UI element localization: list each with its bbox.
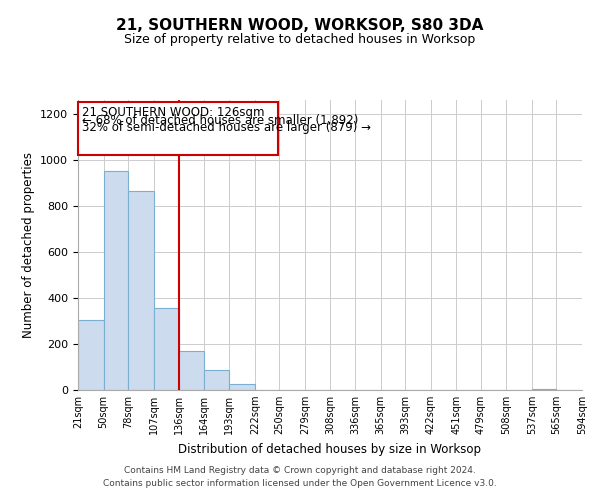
Bar xyxy=(154,308,179,390)
Y-axis label: Number of detached properties: Number of detached properties xyxy=(22,152,35,338)
Text: ← 68% of detached houses are smaller (1,892): ← 68% of detached houses are smaller (1,… xyxy=(82,114,358,127)
Text: Contains HM Land Registry data © Crown copyright and database right 2024.
Contai: Contains HM Land Registry data © Crown c… xyxy=(103,466,497,487)
X-axis label: Distribution of detached houses by size in Worksop: Distribution of detached houses by size … xyxy=(179,442,482,456)
Bar xyxy=(179,351,204,390)
Bar xyxy=(229,384,255,390)
FancyBboxPatch shape xyxy=(78,102,278,155)
Text: 21, SOUTHERN WOOD, WORKSOP, S80 3DA: 21, SOUTHERN WOOD, WORKSOP, S80 3DA xyxy=(116,18,484,32)
Bar xyxy=(204,370,229,390)
Bar xyxy=(532,389,556,390)
Text: 32% of semi-detached houses are larger (879) →: 32% of semi-detached houses are larger (… xyxy=(82,120,371,134)
Bar xyxy=(128,191,154,390)
Text: Size of property relative to detached houses in Worksop: Size of property relative to detached ho… xyxy=(124,32,476,46)
Bar xyxy=(104,172,128,390)
Bar xyxy=(78,320,104,390)
Text: 21 SOUTHERN WOOD: 126sqm: 21 SOUTHERN WOOD: 126sqm xyxy=(82,106,264,119)
